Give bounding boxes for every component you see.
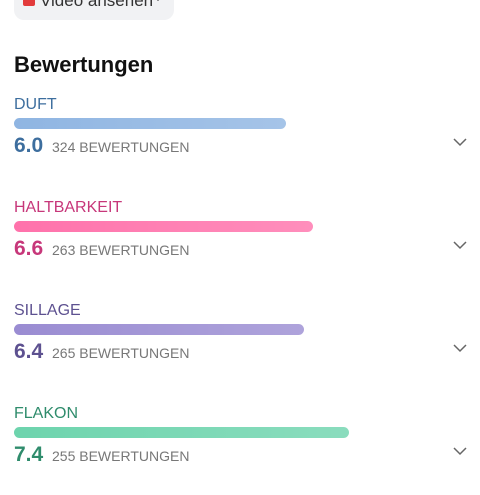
rating-score: 6.0 [14, 134, 44, 157]
page: {"button": {"label": "Video ansehen"}, "… [14, 0, 480, 466]
rating-bar [14, 427, 350, 438]
expand-chevron[interactable] [452, 445, 468, 457]
expand-chevron[interactable] [452, 239, 468, 251]
rating-votes: 263 BEWERTUNGEN [52, 242, 190, 258]
rating-item[interactable]: SILLAGE 6.4 265 BEWERTUNGEN [14, 302, 480, 392]
rating-bar [14, 118, 286, 129]
rating-bar [14, 324, 304, 335]
rating-votes: 324 BEWERTUNGEN [52, 139, 190, 155]
heading: Bewertungen [14, 52, 154, 77]
rating-bar [14, 221, 313, 232]
rating-item[interactable]: HALTBARKEIT 6.6 263 BEWERTUNGEN [14, 199, 480, 289]
rating-votes: 265 BEWERTUNGEN [52, 345, 190, 361]
rating-votes: 255 BEWERTUNGEN [52, 448, 190, 464]
video-button[interactable] [14, 0, 174, 20]
expand-chevron[interactable] [452, 136, 468, 148]
rating-name: FLAKON [14, 405, 79, 422]
button-label[interactable]: Video ansehen [40, 0, 154, 10]
rating-item[interactable]: DUFT 6.0 324 BEWERTUNGEN [14, 96, 480, 186]
rating-item[interactable]: FLAKON 7.4 255 BEWERTUNGEN [14, 405, 480, 495]
rating-name: DUFT [14, 96, 57, 113]
rating-score: 6.4 [14, 340, 44, 363]
rating-name: SILLAGE [14, 302, 81, 319]
expand-chevron[interactable] [452, 342, 468, 354]
rating-score: 6.6 [14, 237, 44, 260]
youtube-icon [23, 0, 35, 6]
rating-score: 7.4 [14, 443, 44, 466]
rating-name: HALTBARKEIT [14, 199, 123, 216]
chevron [156, 0, 160, 2]
